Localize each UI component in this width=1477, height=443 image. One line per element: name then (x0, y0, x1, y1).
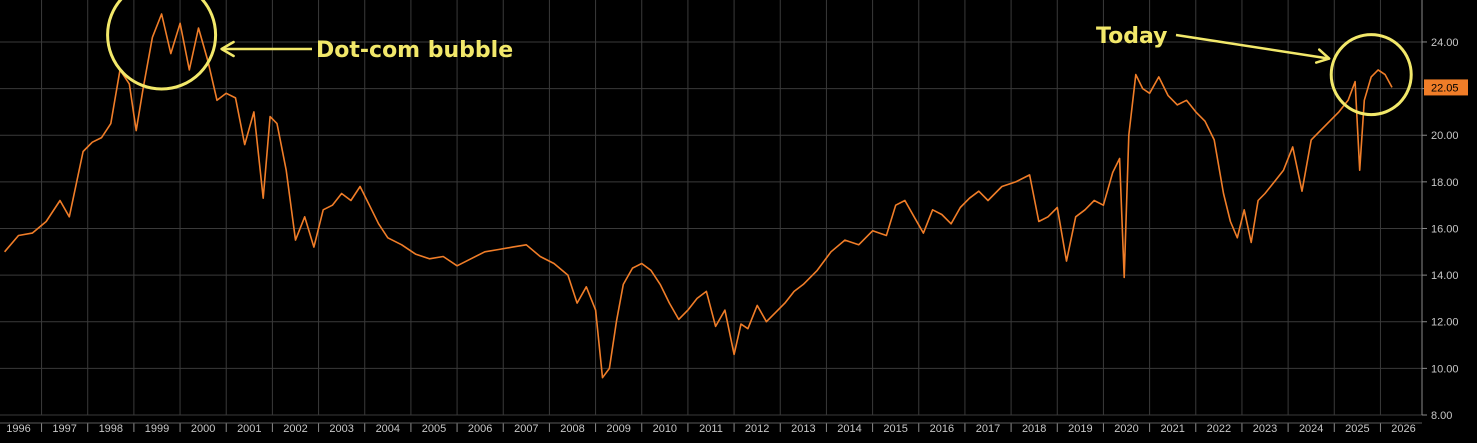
x-tick-label: 2017 (976, 423, 1000, 435)
last-value-text: 22.05 (1431, 82, 1459, 94)
x-tick-label: 1998 (99, 423, 123, 435)
annotation-circle-dotcom (106, 0, 218, 91)
annotation-label-today: Today (1096, 24, 1167, 49)
x-tick-label: 2022 (1207, 423, 1231, 435)
annotation-label-dotcom: Dot-com bubble (316, 38, 513, 63)
x-tick-label: 2007 (514, 423, 538, 435)
x-tick-label: 2018 (1022, 423, 1046, 435)
x-tick-label: 2010 (653, 423, 677, 435)
x-tick-label: 2006 (468, 423, 492, 435)
y-tick-label: 12.00 (1431, 317, 1459, 329)
series (3, 13, 1393, 379)
x-tick-label: 2003 (329, 423, 353, 435)
annotation-arrow-today (1175, 33, 1330, 60)
annotations: Dot-com bubble Today (106, 0, 1413, 117)
y-tick-label: 20.00 (1431, 130, 1459, 142)
x-tick-label: 2020 (1114, 423, 1138, 435)
x-tick-label: 2014 (837, 423, 861, 435)
y-tick-label: 16.00 (1431, 223, 1459, 235)
x-tick-label: 2024 (1299, 423, 1323, 435)
x-tick-label: 2026 (1391, 423, 1415, 435)
x-tick-label: 2001 (237, 423, 261, 435)
x-tick-label: 2005 (422, 423, 446, 435)
x-tick-label: 2019 (1068, 423, 1092, 435)
x-tick-label: 2002 (283, 423, 307, 435)
x-tick-label: 2000 (191, 423, 215, 435)
last-value-badge (1424, 79, 1468, 96)
y-tick-label: 8.00 (1431, 410, 1452, 422)
x-tick-label: 2011 (699, 423, 723, 435)
x-tick-label: 2015 (883, 423, 907, 435)
x-tick-label: 2004 (376, 423, 400, 435)
x-tick-label: 2023 (1253, 423, 1277, 435)
x-axis: 1996 1997 1998 1999 2000 2001 2002 2003 2004 2005… (0, 422, 1422, 435)
x-tick-label: 2021 (1160, 423, 1184, 435)
x-tick-label: 1999 (145, 423, 169, 435)
y-tick-label: 24.00 (1431, 37, 1459, 49)
x-tick-label: 1997 (52, 423, 76, 435)
x-tick-label: 2013 (791, 423, 815, 435)
last-value-label: 22.05 (1424, 79, 1468, 96)
series-line (3, 13, 1393, 379)
arrowhead-icon (220, 40, 235, 58)
grid (0, 0, 1422, 416)
x-tick-label: 2009 (606, 423, 630, 435)
x-tick-label: 2012 (745, 423, 769, 435)
x-tick-label: 2008 (560, 423, 584, 435)
x-tick-label: 2016 (930, 423, 954, 435)
x-tick-label: 1996 (6, 423, 30, 435)
y-tick-label: 18.00 (1431, 177, 1459, 189)
y-tick-label: 14.00 (1431, 270, 1459, 282)
y-tick-label: 10.00 (1431, 363, 1459, 375)
x-tick-label: 2025 (1345, 423, 1369, 435)
arrowhead-icon (1314, 48, 1331, 64)
annotation-circle-today (1329, 33, 1413, 117)
